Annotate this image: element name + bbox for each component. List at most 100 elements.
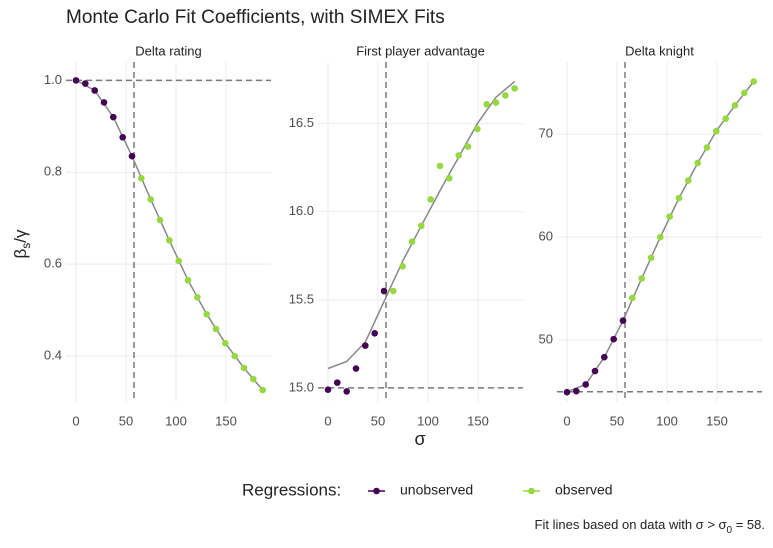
point — [591, 367, 599, 375]
x-tick-label: 150 — [215, 413, 237, 428]
point — [408, 238, 416, 245]
y-tick-label: 50 — [539, 332, 553, 347]
point — [666, 213, 673, 220]
point — [82, 80, 89, 87]
point — [694, 159, 701, 167]
point — [722, 115, 729, 122]
x-tick-label: 0 — [563, 413, 570, 428]
point — [713, 127, 720, 135]
point — [203, 310, 210, 318]
point — [464, 143, 472, 150]
legend-label: observed — [555, 482, 613, 498]
y-label-end: /γ — [11, 229, 30, 243]
point — [573, 387, 580, 395]
point — [240, 364, 248, 372]
point — [352, 365, 360, 372]
caption: Fit lines based on data with σ > σ0 = 58… — [535, 517, 765, 535]
point — [601, 353, 608, 361]
y-tick-label: 15.5 — [289, 291, 314, 306]
point — [91, 87, 98, 94]
facet-title: Delta knight — [625, 43, 694, 58]
point — [222, 339, 229, 347]
point — [231, 352, 238, 360]
point — [138, 174, 145, 182]
y-tick-label: 0.6 — [44, 256, 62, 271]
point — [418, 222, 425, 230]
point — [166, 236, 173, 244]
point — [685, 177, 692, 184]
x-axis-label: σ — [414, 429, 425, 449]
x-tick-label: 0 — [324, 413, 331, 428]
point — [647, 254, 655, 262]
point — [474, 125, 481, 133]
point — [750, 78, 757, 85]
point — [638, 275, 645, 282]
point — [72, 77, 80, 84]
legend-key-point — [373, 487, 380, 495]
point — [100, 99, 108, 106]
point — [334, 379, 341, 386]
point — [610, 335, 617, 343]
point — [362, 342, 369, 349]
y-tick-label: 60 — [539, 229, 553, 244]
point — [629, 294, 636, 302]
point — [731, 101, 739, 109]
point — [380, 287, 388, 295]
legend-title: Regressions: — [242, 480, 341, 499]
point — [675, 194, 683, 202]
point — [619, 317, 627, 324]
y-axis-label: βs/γ — [11, 229, 33, 259]
point — [502, 92, 509, 99]
point — [446, 174, 453, 182]
point — [212, 325, 220, 333]
x-tick-label: 100 — [417, 413, 439, 428]
point — [483, 100, 491, 108]
point — [194, 293, 201, 301]
y-tick-label: 0.8 — [44, 164, 62, 179]
point — [110, 113, 117, 121]
point — [119, 134, 126, 141]
point — [563, 388, 571, 396]
point — [741, 89, 748, 97]
y-tick-label: 15.0 — [289, 379, 314, 394]
legend-key-point — [528, 487, 535, 495]
x-tick-label: 150 — [467, 413, 489, 428]
x-tick-label: 50 — [610, 413, 624, 428]
y-tick-label: 16.5 — [289, 115, 314, 130]
point — [657, 233, 664, 241]
caption-end: = 58. — [732, 517, 765, 532]
point — [390, 287, 397, 295]
y-tick-label: 70 — [539, 126, 553, 141]
point — [371, 329, 379, 337]
point — [399, 263, 407, 270]
point — [492, 99, 500, 106]
x-tick-label: 50 — [371, 413, 385, 428]
point — [147, 196, 154, 203]
legend-label: unobserved — [400, 482, 473, 498]
caption-text: Fit lines based on data with σ > σ — [535, 517, 727, 532]
point — [259, 386, 267, 394]
fit-line — [75, 79, 264, 391]
point — [436, 162, 444, 170]
point — [128, 152, 136, 160]
point — [582, 381, 589, 388]
y-tick-label: 16.0 — [289, 203, 314, 218]
x-tick-label: 50 — [119, 413, 133, 428]
caption-sub: 0 — [727, 525, 733, 536]
x-tick-label: 0 — [72, 413, 79, 428]
y-tick-label: 1.0 — [44, 72, 62, 87]
facet-title: Delta rating — [135, 43, 201, 58]
x-tick-label: 100 — [656, 413, 678, 428]
point — [175, 257, 182, 265]
point — [184, 276, 192, 284]
point — [250, 375, 257, 383]
point — [156, 216, 164, 224]
y-label-sub: s — [19, 243, 33, 249]
y-tick-label: 0.4 — [44, 347, 62, 362]
chart-title: Monte Carlo Fit Coefficients, with SIMEX… — [66, 7, 445, 28]
point — [324, 386, 332, 393]
point — [455, 152, 463, 159]
facet-title: First player advantage — [356, 43, 485, 58]
x-tick-label: 150 — [706, 413, 728, 428]
